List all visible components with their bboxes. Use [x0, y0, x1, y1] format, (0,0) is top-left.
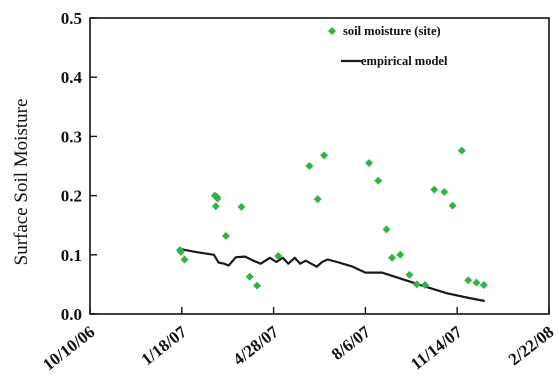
y-axis-ticks: 0.0 0.1 0.2 0.3 0.4 0.5 [61, 9, 97, 324]
legend-label-empirical-model: empirical model [361, 54, 448, 68]
data-point [382, 225, 391, 234]
data-point [440, 188, 449, 197]
data-point [396, 250, 405, 259]
data-point [464, 276, 473, 285]
data-point [180, 255, 189, 264]
data-point [412, 280, 421, 289]
data-point [305, 162, 314, 170]
plot-content [175, 146, 488, 303]
series-line-empirical-model [179, 247, 485, 303]
data-point [274, 251, 283, 260]
y-tick-label: 0.5 [61, 9, 82, 28]
y-axis-title: Surface Soil Moisture [11, 99, 32, 266]
data-point [479, 280, 488, 289]
data-point [237, 202, 246, 211]
y-tick-label: 0.0 [61, 305, 82, 324]
data-point [245, 272, 254, 281]
y-tick-label: 0.4 [61, 68, 83, 87]
data-point [176, 247, 185, 256]
data-point [313, 195, 322, 204]
data-point [365, 159, 374, 168]
y-tick-label: 0.2 [61, 187, 82, 206]
legend-marker-soil-moisture [328, 27, 336, 35]
legend-label-soil-moisture: soil moisture (site) [343, 24, 441, 38]
y-tick-label: 0.1 [61, 246, 82, 265]
y-tick-label: 0.3 [61, 127, 82, 146]
data-point [421, 280, 430, 289]
data-point [448, 201, 457, 210]
data-point [472, 278, 481, 287]
data-point [388, 253, 397, 262]
series-markers-soil-moisture-site [175, 146, 488, 290]
data-point [320, 151, 329, 160]
plot-frame [89, 17, 550, 315]
data-point [457, 146, 466, 155]
legend: soil moisture (site) empirical model [328, 24, 448, 68]
data-point [221, 231, 230, 240]
data-point [374, 176, 383, 185]
data-point [405, 270, 414, 279]
data-point [430, 185, 439, 194]
data-point [253, 281, 262, 290]
data-point [211, 202, 220, 211]
data-point [213, 194, 222, 203]
